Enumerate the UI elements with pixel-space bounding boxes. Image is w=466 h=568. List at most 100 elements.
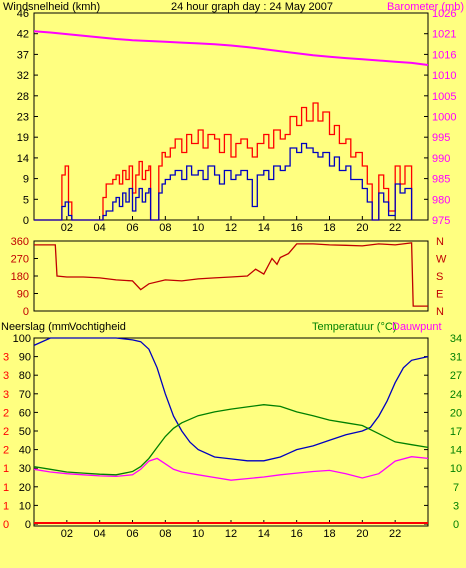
rain-tick-label: 1 xyxy=(3,500,9,512)
barometer-axis-ticks: 975 980 985 990 995 1000 1005 1010 1016 1021 1026 xyxy=(424,8,456,227)
humidity-tick-label: 10 xyxy=(19,500,31,512)
wind-barometer-frame xyxy=(33,12,429,221)
temperature-tick-label: 31 xyxy=(450,352,462,364)
rain-tick-label: 2 xyxy=(3,426,9,438)
time-tick-label: 04 xyxy=(94,528,106,540)
temperature-axis-ticks: 0 3 7 10 14 17 20 24 27 31 34 xyxy=(424,333,462,531)
time-tick-label: 10 xyxy=(192,528,204,540)
wind-tick-label: 46 xyxy=(17,8,29,20)
direction-degree-label: 180 xyxy=(11,271,29,283)
barometer-tick-label: 1021 xyxy=(432,29,456,41)
humidity-line xyxy=(33,337,429,462)
humidity-axis-ticks: 0 10 20 30 40 50 60 70 80 90 100 xyxy=(13,333,38,531)
barometer-tick-label: 1005 xyxy=(432,91,456,103)
barometer-tick-label: 980 xyxy=(432,194,450,206)
time-tick-label: 12 xyxy=(225,528,237,540)
time-tick-label: 18 xyxy=(323,222,335,234)
humidity-tick-label: 60 xyxy=(19,407,31,419)
wind-tick-label: 19 xyxy=(17,132,29,144)
rain-tick-label: 2 xyxy=(3,407,9,419)
temperature-tick-label: 17 xyxy=(450,426,462,438)
barometer-tick-label: 995 xyxy=(432,132,450,144)
direction-line xyxy=(34,242,428,307)
direction-degree-ticks: 0 90 180 270 360 xyxy=(11,236,38,318)
time-tick-label: 02 xyxy=(61,222,73,234)
wind-tick-label: 9 xyxy=(23,174,29,186)
wind-tick-label: 0 xyxy=(23,215,29,227)
direction-frame xyxy=(33,240,429,312)
compass-label: S xyxy=(436,271,443,283)
wind-axis-label: Windsnelheid (kmh) xyxy=(3,1,100,13)
time-tick-label: 08 xyxy=(159,528,171,540)
time-tick-label: 16 xyxy=(291,222,303,234)
temperature-tick-label: 7 xyxy=(453,482,459,494)
rain-tick-label: 3 xyxy=(3,370,9,382)
rain-axis-label: Neerslag (mm xyxy=(1,321,70,333)
temperature-tick-label: 0 xyxy=(453,519,459,531)
temperature-tick-label: 14 xyxy=(450,445,462,457)
wind-tick-label: 28 xyxy=(17,91,29,103)
rain-tick-label: 2 xyxy=(3,445,9,457)
time-tick-label: 22 xyxy=(389,222,401,234)
time-tick-label: 08 xyxy=(159,222,171,234)
time-tick-label: 14 xyxy=(258,528,270,540)
barometer-tick-label: 1016 xyxy=(432,49,456,61)
time-tick-label: 20 xyxy=(356,222,368,234)
humidity-tick-label: 40 xyxy=(19,445,31,457)
compass-label: E xyxy=(436,289,443,301)
direction-degree-label: 270 xyxy=(11,254,29,266)
barometer-tick-label: 1000 xyxy=(432,112,456,124)
humidity-tick-label: 100 xyxy=(13,333,31,345)
temperature-humidity-series xyxy=(33,337,429,524)
wind-axis-ticks: 0 5 9 14 19 23 28 32 37 42 46 xyxy=(17,8,38,227)
chart-title: 24 hour graph day : 24 May 2007 xyxy=(171,1,333,13)
temperature-tick-label: 34 xyxy=(450,333,462,345)
humidity-axis-label: Vochtigheid xyxy=(69,321,126,333)
time-tick-label: 22 xyxy=(389,528,401,540)
humidity-tick-label: 20 xyxy=(19,482,31,494)
compass-label: W xyxy=(436,254,447,266)
time-axis-ticks: 02 04 06 08 10 12 14 16 18 20 22 xyxy=(61,216,401,234)
direction-degree-label: 0 xyxy=(23,306,29,318)
temperature-humidity-panel: Neerslag (mm Vochtigheid Temperatuur (°C… xyxy=(1,321,462,540)
wind-avg-line xyxy=(34,142,413,221)
compass-label: N xyxy=(436,306,444,318)
temperature-tick-label: 20 xyxy=(450,407,462,419)
barometer-axis-label: Barometer (mb) xyxy=(387,1,464,13)
time-tick-label: 06 xyxy=(126,528,138,540)
rain-tick-label: 0 xyxy=(3,519,9,531)
wind-max-line xyxy=(34,102,413,221)
barometer-line xyxy=(33,30,429,66)
temperature-tick-label: 10 xyxy=(450,463,462,475)
humidity-tick-label: 50 xyxy=(19,426,31,438)
rain-tick-label: 3 xyxy=(3,389,9,401)
barometer-tick-label: 1026 xyxy=(432,8,456,20)
direction-degree-label: 90 xyxy=(17,289,29,301)
time-tick-label: 12 xyxy=(225,222,237,234)
direction-series xyxy=(34,242,428,307)
temperature-axis-label: Temperatuur (°C) xyxy=(312,321,396,333)
time-tick-label: 16 xyxy=(291,528,303,540)
rain-tick-label: 3 xyxy=(3,352,9,364)
barometer-tick-label: 990 xyxy=(432,153,450,165)
time-axis-ticks-lower: 02 04 06 08 10 12 14 16 18 20 22 xyxy=(61,520,401,540)
time-tick-label: 20 xyxy=(356,528,368,540)
temperature-line xyxy=(33,404,429,476)
time-tick-label: 18 xyxy=(323,528,335,540)
temperature-tick-label: 3 xyxy=(453,500,459,512)
dewpoint-line xyxy=(33,456,429,481)
compass-label: N xyxy=(436,236,444,248)
wind-tick-label: 23 xyxy=(17,112,29,124)
humidity-tick-label: 30 xyxy=(19,463,31,475)
time-tick-label: 02 xyxy=(61,528,73,540)
time-tick-label: 14 xyxy=(258,222,270,234)
humidity-tick-label: 90 xyxy=(19,352,31,364)
humidity-tick-label: 80 xyxy=(19,370,31,382)
time-tick-label: 04 xyxy=(94,222,106,234)
wind-barometer-panel: 24 hour graph day : 24 May 2007 Windsnel… xyxy=(3,1,464,234)
temperature-humidity-frame xyxy=(33,337,429,527)
